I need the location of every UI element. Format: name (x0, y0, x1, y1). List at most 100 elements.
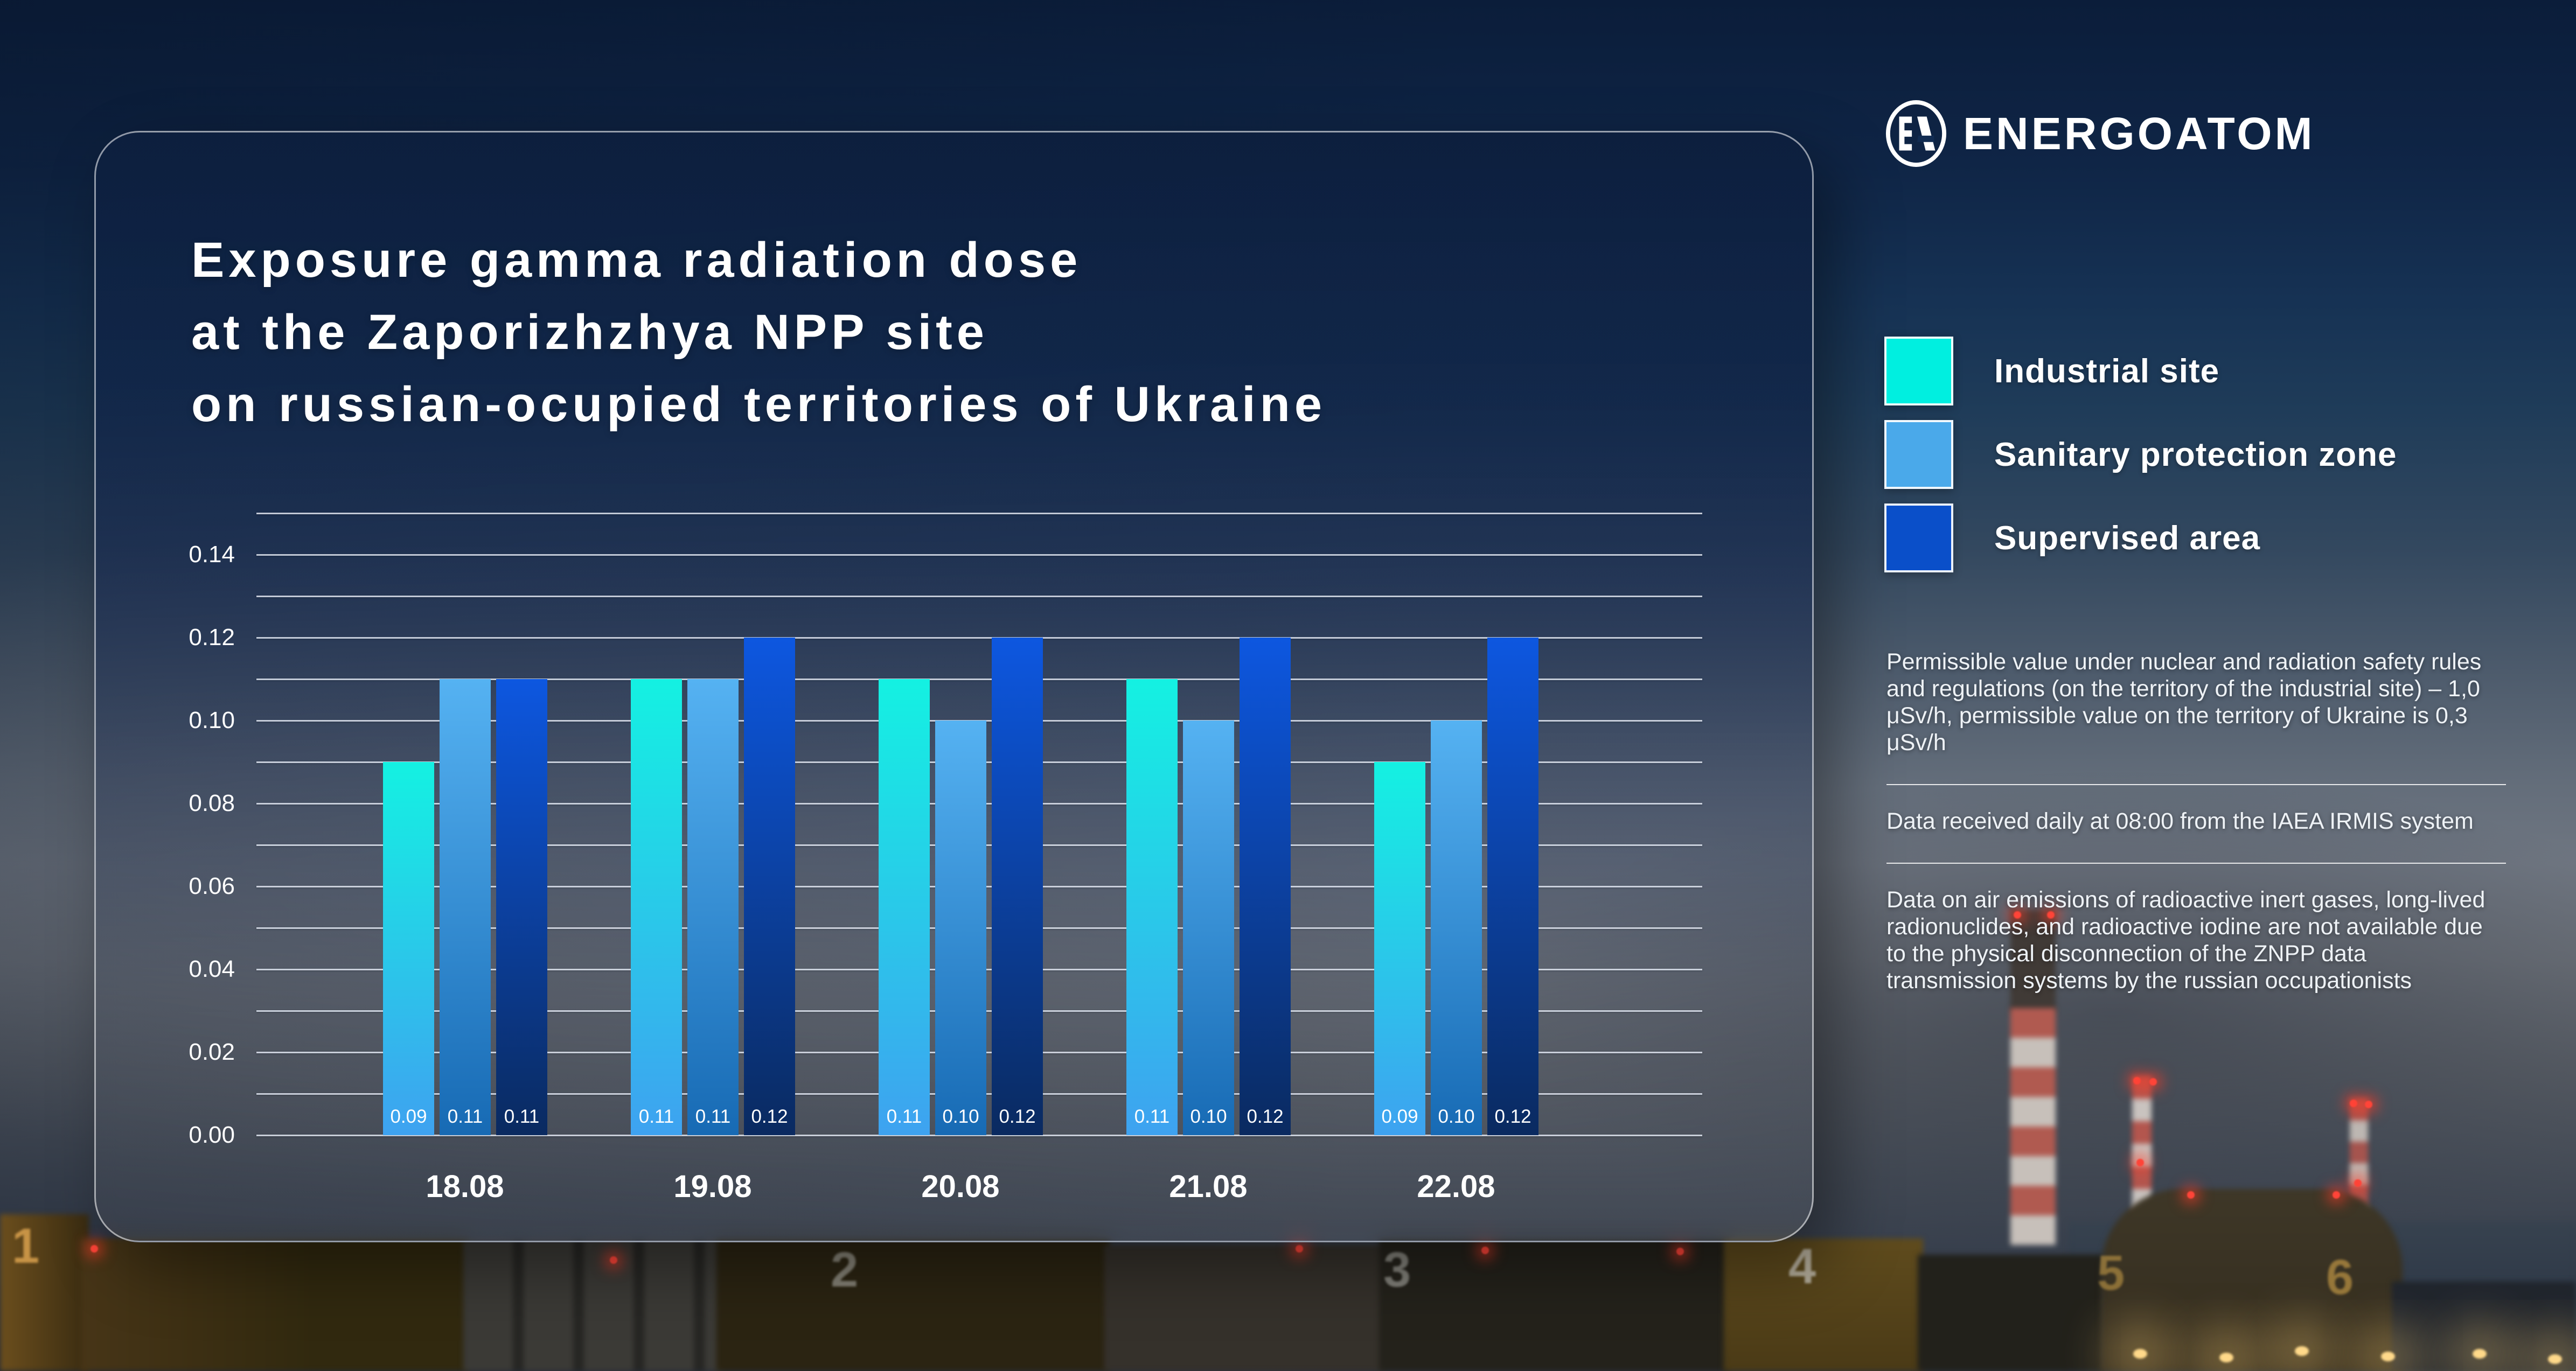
bar-industrial-site: 0.11 (879, 679, 930, 1135)
bg-red-light (2133, 1077, 2141, 1085)
divider (1886, 784, 2506, 785)
bg-unit-number: 4 (1788, 1239, 1816, 1294)
bar-sanitary-protection-zone: 0.10 (935, 721, 986, 1135)
bar-value-label: 0.09 (390, 1106, 427, 1127)
bg-red-light (2354, 1179, 2362, 1187)
energoatom-logo-icon (1885, 100, 1947, 167)
chart-title: Exposure gamma radiation dose at the Zap… (191, 224, 1326, 440)
bg-chimney-large-striped (2010, 1008, 2056, 1245)
bg-red-light (2136, 1159, 2144, 1166)
gridline (256, 595, 1702, 597)
bg-floodlight (2473, 1349, 2487, 1359)
bg-building (1379, 1239, 1729, 1371)
bg-red-light (2365, 1101, 2372, 1108)
legend-label: Sanitary protection zone (1994, 436, 2397, 473)
gridline (256, 512, 1702, 514)
gridline (256, 554, 1702, 556)
gridline (256, 678, 1702, 680)
bar-supervised-area: 0.12 (992, 638, 1043, 1135)
y-axis-tick-label: 0.14 (189, 541, 235, 568)
y-axis-tick-label: 0.04 (189, 956, 235, 982)
gridline (256, 636, 1702, 639)
x-axis-label: 21.08 (1169, 1169, 1248, 1204)
bg-building (716, 1239, 1110, 1371)
bg-red-light (1481, 1247, 1489, 1254)
bg-unit-number: 1 (12, 1219, 40, 1274)
bar-value-label: 0.12 (1247, 1106, 1284, 1127)
bg-red-light (2014, 911, 2021, 919)
energoatom-wordmark: ENERGOATOM (1963, 108, 2315, 159)
chart-plot: 0.00 0.02 0.04 0.06 0.08 0.10 0.12 0.14 0.09 0.11… (189, 512, 1702, 1204)
bar-value-label: 0.10 (1190, 1106, 1227, 1127)
bg-unit-number: 5 (2097, 1246, 2125, 1300)
bar-value-label: 0.09 (1381, 1106, 1418, 1127)
bar-supervised-area: 0.12 (1487, 638, 1538, 1135)
bg-floodlight (2219, 1353, 2233, 1362)
bg-unit-number: 2 (831, 1242, 859, 1297)
bg-unit-number: 3 (1383, 1242, 1411, 1297)
note-permissible-values: Permissible value under nuclear and radi… (1886, 649, 2482, 756)
legend-item-supervised-area: Supervised area (1884, 503, 2397, 572)
bar-supervised-area: 0.12 (1240, 638, 1291, 1135)
legend-label: Supervised area (1994, 519, 2261, 557)
bar-industrial-site: 0.09 (1374, 762, 1425, 1135)
bar-sanitary-protection-zone: 0.10 (1183, 721, 1234, 1135)
bar-value-label: 0.12 (999, 1106, 1036, 1127)
bar-value-label: 0.12 (751, 1106, 788, 1127)
x-axis-label: 22.08 (1417, 1169, 1495, 1204)
bg-red-light (2047, 911, 2055, 919)
x-axis-label: 18.08 (426, 1169, 504, 1204)
bar-supervised-area: 0.11 (496, 679, 547, 1135)
bg-red-light (2187, 1191, 2195, 1199)
y-axis-tick-label: 0.10 (189, 707, 235, 733)
bg-reactor-building (2101, 1189, 2403, 1371)
chart-title-line: Exposure gamma radiation dose (191, 233, 1082, 288)
legend-label: Industrial site (1994, 352, 2220, 390)
bg-floodlight (2381, 1352, 2395, 1361)
y-axis-tick-label: 0.12 (189, 624, 235, 650)
bar-industrial-site: 0.09 (383, 762, 434, 1135)
x-axis-label: 20.08 (921, 1169, 1000, 1204)
legend-swatch (1884, 337, 1953, 405)
y-axis-tick-label: 0.00 (189, 1122, 235, 1148)
note-emissions-unavailable: Data on air emissions of radioactive ine… (1886, 887, 2486, 994)
bar-value-label: 0.10 (942, 1106, 979, 1127)
bg-building (1918, 1255, 2104, 1371)
bg-unit-number: 6 (2326, 1250, 2354, 1305)
y-axis-tick-label: 0.02 (189, 1039, 235, 1065)
chart-title-line: at the Zaporizhzhya NPP site (191, 305, 988, 360)
bg-red-light (90, 1245, 98, 1253)
bar-sanitary-protection-zone: 0.11 (440, 679, 491, 1135)
bg-red-light (2149, 1078, 2157, 1086)
bg-floodlight (2295, 1346, 2309, 1356)
bar-supervised-area: 0.12 (744, 638, 795, 1135)
chart-legend: Industrial site Sanitary protection zone… (1884, 337, 2397, 587)
legend-item-sanitary-protection-zone: Sanitary protection zone (1884, 420, 2397, 489)
bar-value-label: 0.11 (447, 1106, 483, 1127)
bar-value-label: 0.11 (638, 1106, 674, 1127)
bar-sanitary-protection-zone: 0.10 (1431, 721, 1482, 1135)
bar-value-label: 0.11 (504, 1106, 540, 1127)
bg-chimney-large-top (2010, 910, 2056, 1012)
bg-red-light (610, 1256, 617, 1264)
bg-building (1724, 1239, 1923, 1371)
chart-card: Exposure gamma radiation dose at the Zap… (94, 131, 1814, 1242)
y-axis-tick-label: 0.08 (189, 790, 235, 816)
bg-floodlight (2133, 1349, 2147, 1359)
bg-red-light (1676, 1248, 1684, 1255)
divider (1886, 863, 2506, 864)
bar-value-label: 0.11 (1134, 1106, 1170, 1127)
bg-building (463, 1240, 722, 1371)
bg-red-light (1296, 1245, 1303, 1253)
bg-red-light (2333, 1191, 2340, 1199)
note-data-source: Data received daily at 08:00 from the IA… (1886, 808, 2474, 834)
legend-item-industrial-site: Industrial site (1884, 337, 2397, 405)
x-axis-label: 19.08 (673, 1169, 752, 1204)
energoatom-logo: ENERGOATOM (1884, 100, 2315, 167)
bar-sanitary-protection-zone: 0.11 (687, 679, 739, 1135)
chart-title-line: on russian-ocupied territories of Ukrain… (191, 377, 1327, 432)
gridline (256, 1134, 1702, 1136)
notes: Permissible value under nuclear and radi… (1886, 648, 2506, 994)
legend-swatch (1884, 503, 1953, 572)
